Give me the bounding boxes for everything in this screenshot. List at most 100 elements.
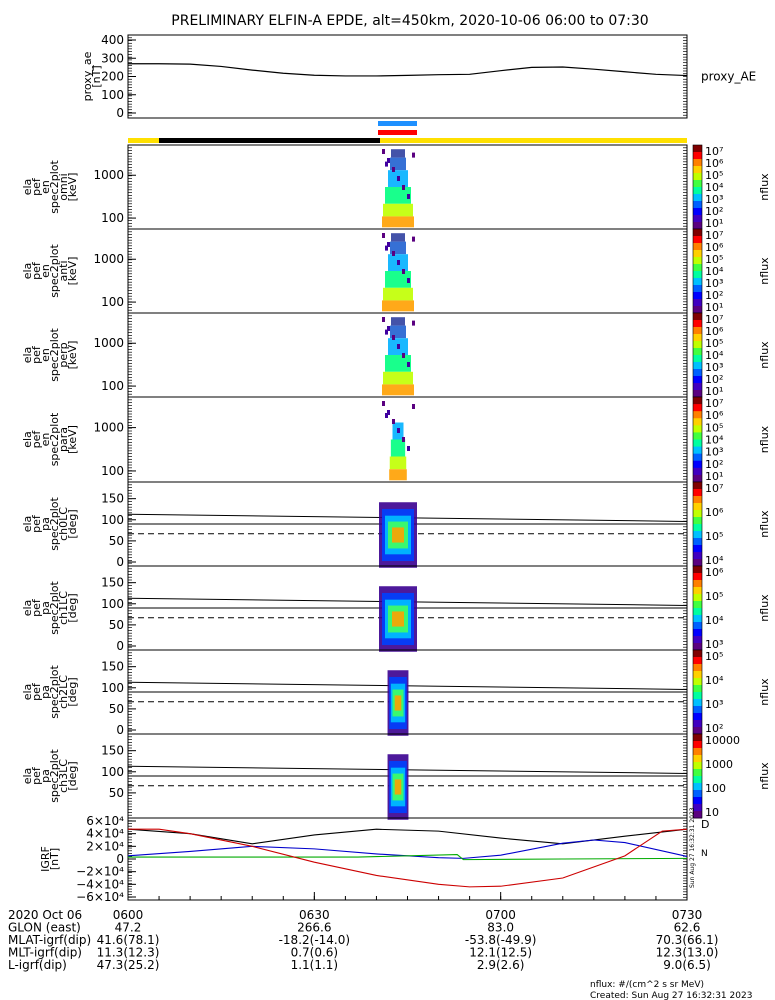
ylabel-line: spec2plot [48, 160, 61, 214]
spectrogram-cell [391, 233, 405, 242]
colorbar-segment [693, 166, 702, 174]
ylabel-line: ela [21, 347, 34, 364]
ylabel-line: ela [21, 768, 34, 785]
spectrogram-cell [385, 271, 411, 288]
ephem-value: 2.9(2.6) [477, 958, 525, 972]
ylabel-line: [deg] [66, 761, 79, 790]
ephem-row-label: 2020 Oct 06 [8, 908, 82, 922]
ephem-value: 62.6 [674, 921, 701, 935]
ylabel-line: pef [30, 430, 43, 449]
colorbar-segment [693, 517, 702, 525]
y-tick-label: 100 [101, 295, 124, 309]
spectrogram-speck [392, 335, 395, 340]
colorbar-segment [693, 173, 702, 181]
spectrogram-speck [385, 245, 388, 251]
colorbar-segment [693, 524, 702, 532]
colorbar-segment [693, 482, 702, 490]
y-tick-label: 100 [101, 88, 124, 102]
colorbar-tick-label: 1000 [705, 758, 733, 771]
ylabel-line: pa [39, 769, 52, 783]
science-bar-red [378, 130, 417, 135]
spectrogram-cell [382, 384, 414, 396]
ylabel-line: pef [30, 766, 43, 785]
colorbar-tick-label: 10⁵ [705, 169, 723, 182]
ylabel-line: [nT] [48, 848, 61, 870]
ylabel-line: para [57, 427, 70, 452]
colorbar-tick-label: 10¹ [705, 470, 723, 483]
y-tick-label: 50 [109, 702, 124, 716]
colorbar-segment [693, 180, 702, 188]
units-note: nflux: #/(cm^2 s sr MeV) [590, 980, 704, 990]
ephem-value: 1.1(1.1) [291, 958, 339, 972]
ylabel-line: ela [21, 600, 34, 617]
spectrogram-cell [382, 300, 414, 312]
colorbar-segment [693, 215, 702, 223]
ephem-value: 0.7(0.6) [291, 946, 339, 960]
panels: proxy_ae[nT]4003002001000proxy_AEelapefe… [21, 33, 771, 904]
colorbar-segment [693, 306, 702, 314]
ephem-row-label: GLON (east) [8, 921, 81, 935]
colorbar-tick-label: 10⁶ [705, 566, 724, 579]
mode-bar-black [159, 138, 380, 143]
y-tick-label: 1000 [93, 421, 124, 435]
colorbar-tick-label: 10¹ [705, 217, 723, 230]
colorbar-segment [693, 755, 702, 763]
ylabel-line: spec2plot [48, 328, 61, 382]
spectrogram-speck [392, 419, 395, 424]
spectrogram-cell [394, 695, 402, 711]
colorbar-segment [693, 769, 702, 777]
colorbar-segment [693, 580, 702, 588]
ylabel-line: omni [57, 173, 70, 200]
spectrogram-speck [407, 446, 410, 451]
colorbar-tick-label: 10⁴ [705, 265, 724, 278]
y-tick-label: 50 [109, 618, 124, 632]
ephem-row-label: MLT-igrf(dip) [8, 946, 82, 960]
colorbar-tick-label: 10³ [705, 361, 723, 374]
ylabel-line: [keV] [66, 341, 79, 370]
colorbar-segment [693, 152, 702, 160]
ylabel-line: [deg] [66, 593, 79, 622]
ylabel-line: spec2plot [48, 581, 61, 635]
ylabel-line: proxy_ae [81, 51, 94, 101]
ylabel-line: en [39, 348, 52, 362]
y-tick-label: 1000 [93, 336, 124, 350]
colorbar-segment [693, 369, 702, 377]
colorbar-segment [693, 159, 702, 167]
colorbar-segment [693, 776, 702, 784]
colorbar-segment [693, 327, 702, 335]
ylabel-line: [nT] [90, 65, 103, 87]
colorbar-segment [693, 299, 702, 307]
ylabel-line: spec2plot [48, 412, 61, 466]
colorbar-segment [693, 636, 702, 644]
colorbar-segment [693, 538, 702, 546]
colorbar-segment [693, 474, 702, 483]
colorbar-segment [693, 811, 702, 819]
colorbar-segment [693, 390, 702, 398]
colorbar-tick-label: 10⁶ [705, 241, 724, 254]
spectrogram-speck [397, 260, 400, 265]
colorbar-segment [693, 566, 702, 574]
igrf-green-line [128, 854, 688, 861]
colorbar-segment [693, 383, 702, 391]
spectrogram-cell [392, 611, 404, 627]
spectrogram-speck [392, 167, 395, 172]
colorbar-segment [693, 201, 702, 209]
ylabel-line: en [39, 180, 52, 194]
spectrogram-speck [407, 194, 410, 199]
spectrogram-cell [389, 469, 407, 481]
colorbar-segment [693, 643, 702, 651]
ylabel-line: IGRF [39, 846, 52, 872]
y-tick-label: 1000 [93, 252, 124, 266]
ylabel-line: pef [30, 345, 43, 364]
ephem-row-label: MLAT-igrf(dip) [8, 933, 91, 947]
colorbar-tick-label: 10⁴ [705, 434, 724, 447]
colorbar-segment [693, 355, 702, 363]
spectrogram-speck [407, 278, 410, 283]
y-tick-label: 0 [116, 555, 124, 569]
y-tick-label: 150 [101, 576, 124, 590]
y-tick-label: 100 [101, 765, 124, 779]
panel-frame [127, 396, 688, 483]
colorbar-tick-label: 10¹ [705, 301, 723, 314]
